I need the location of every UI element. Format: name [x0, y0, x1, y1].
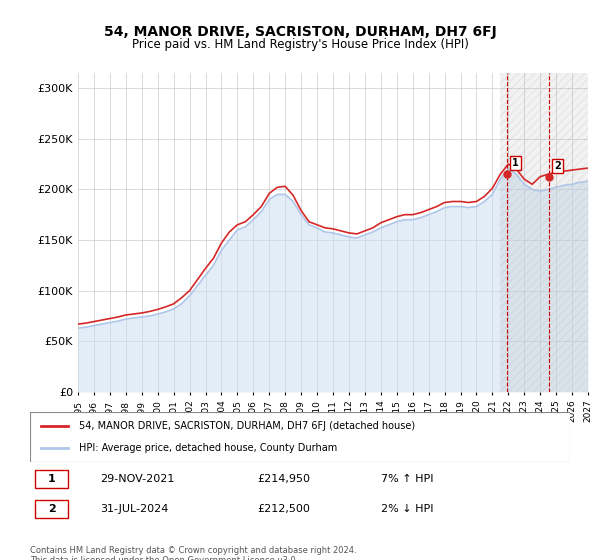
Text: 1: 1: [512, 158, 518, 168]
Bar: [500, 73, 588, 392]
Text: £212,500: £212,500: [257, 504, 310, 514]
FancyBboxPatch shape: [30, 412, 570, 462]
Text: HPI: Average price, detached house, County Durham: HPI: Average price, detached house, Coun…: [79, 443, 337, 453]
FancyBboxPatch shape: [35, 469, 68, 488]
Text: 29-NOV-2021: 29-NOV-2021: [100, 474, 175, 484]
Text: 2% ↓ HPI: 2% ↓ HPI: [381, 504, 433, 514]
Text: 2: 2: [48, 504, 55, 514]
Text: Contains HM Land Registry data © Crown copyright and database right 2024.
This d: Contains HM Land Registry data © Crown c…: [30, 546, 356, 560]
Text: 7% ↑ HPI: 7% ↑ HPI: [381, 474, 433, 484]
Text: 54, MANOR DRIVE, SACRISTON, DURHAM, DH7 6FJ (detached house): 54, MANOR DRIVE, SACRISTON, DURHAM, DH7 …: [79, 421, 415, 431]
Text: £214,950: £214,950: [257, 474, 310, 484]
Text: 1: 1: [48, 474, 55, 484]
Text: 54, MANOR DRIVE, SACRISTON, DURHAM, DH7 6FJ: 54, MANOR DRIVE, SACRISTON, DURHAM, DH7 …: [104, 25, 496, 39]
Text: 31-JUL-2024: 31-JUL-2024: [100, 504, 169, 514]
Text: 2: 2: [554, 161, 561, 171]
FancyBboxPatch shape: [35, 500, 68, 518]
Text: Price paid vs. HM Land Registry's House Price Index (HPI): Price paid vs. HM Land Registry's House …: [131, 38, 469, 51]
